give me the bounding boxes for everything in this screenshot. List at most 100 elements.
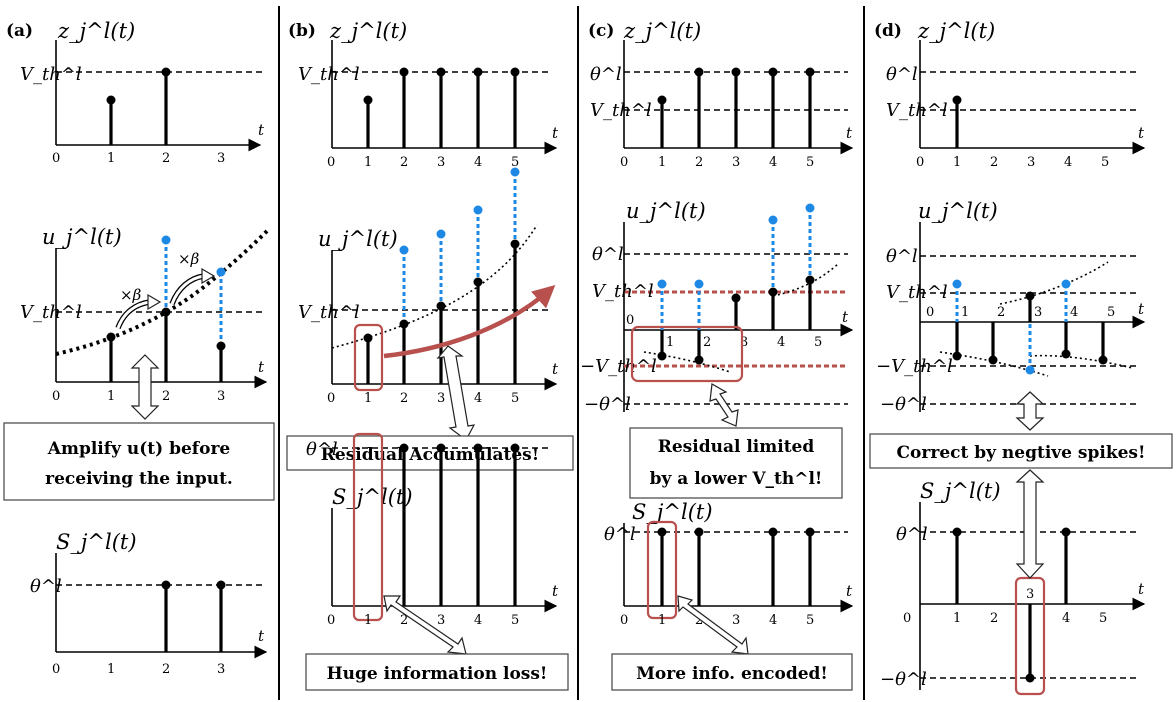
tick: 3 (740, 335, 748, 350)
tick: 3 (437, 391, 445, 406)
tick: 1 (364, 155, 372, 170)
amplify-curve (55, 228, 270, 356)
panel-b-top-ylabel: z_j^l(t) (329, 19, 407, 43)
highlight-box (353, 323, 384, 392)
residual-point (161, 235, 171, 245)
tick: 0 (620, 613, 628, 628)
tick: 4 (1062, 611, 1070, 626)
panel-b-bot-plot: S_j^l(t) t θ^l 0 1 2 3 4 5 (306, 432, 559, 655)
tick: 1 (953, 611, 961, 626)
panel-c-note1: Residual limited by a lower V_th^l! (629, 427, 843, 499)
tick: 3 (1026, 587, 1034, 602)
note-c-2: More info. encoded! (636, 664, 828, 684)
tick: 2 (400, 613, 408, 628)
residual-arrow (383, 285, 556, 359)
tick: 3 (217, 389, 225, 404)
panel-c-mid-theta: θ^l (592, 244, 624, 265)
panel-a-note: Amplify u(t) before receiving the input. (3, 422, 275, 501)
note-b-1: Residual Accumulates! (321, 445, 539, 465)
panel-c-bot-theta: θ^l (604, 524, 636, 545)
panel-c: (c) z_j^l(t) t θ^l V_th^l 0 1 2 3 4 5 u_… (580, 19, 854, 691)
tick: 1 (107, 389, 115, 404)
tick: 2 (400, 155, 408, 170)
tick: 1 (364, 391, 372, 406)
tick: 5 (511, 391, 519, 406)
double-arrow-icon (1015, 469, 1045, 579)
tick: 1 (107, 662, 115, 677)
beta-label: ×β (120, 286, 142, 304)
tick: 0 (327, 613, 335, 628)
u-point (161, 307, 171, 317)
tick: 4 (474, 155, 482, 170)
note-c-line1: Residual limited (658, 437, 815, 457)
panel-c-bot-plot: S_j^l(t) t θ^l 0 1 2 3 4 5 (604, 500, 854, 655)
tick: 5 (806, 613, 814, 628)
tick: 0 (327, 391, 335, 406)
panel-d-mid-vth: V_th^l (886, 282, 948, 303)
spike-a-top-1 (106, 95, 116, 105)
panel-b-label: (b) (288, 21, 316, 41)
note-a-line2: receiving the input. (45, 469, 233, 489)
panel-b-mid-vth: V_th^l (298, 302, 360, 323)
tick: 3 (437, 155, 445, 170)
tick: 5 (806, 155, 814, 170)
beta-arrow-icon (201, 267, 216, 285)
panel-d-top-t: t (1138, 124, 1145, 142)
tick: 3 (732, 155, 740, 170)
panel-b: (b) z_j^l(t) t V_th^l 0 1 2 3 4 5 u_j^l(… (286, 19, 574, 691)
tick: 3 (732, 613, 740, 628)
panel-b-bot-theta: θ^l (306, 439, 338, 460)
tick: 5 (1107, 305, 1115, 320)
double-arrow-icon (130, 354, 160, 420)
tick: 2 (695, 613, 703, 628)
note-c-line2: by a lower V_th^l! (650, 469, 823, 489)
panel-a-label: (a) (6, 21, 33, 41)
panel-b-mid-ylabel: u_j^l(t) (318, 227, 398, 251)
double-arrow-icon (709, 383, 739, 427)
panel-c-top-ylabel: z_j^l(t) (623, 19, 701, 43)
panel-d: (d) z_j^l(t) t θ^l V_th^l 0 1 2 3 4 5 u_… (869, 19, 1173, 696)
arrow-icon (383, 595, 467, 655)
panel-d-mid-ylabel: u_j^l(t) (918, 199, 998, 223)
panel-d-bot-theta: θ^l (896, 524, 928, 545)
tick: 3 (437, 613, 445, 628)
panel-c-mid-vth: V_th^l (592, 281, 654, 302)
tick: 2 (703, 335, 711, 350)
tick: 0 (903, 611, 911, 626)
panel-d-bot-plot: S_j^l(t) t θ^l −θ^l 0 1 2 3 4 5 (880, 469, 1146, 696)
tick: 1 (961, 305, 969, 320)
panel-c-mid-neg-vth: −V_th^l (580, 356, 657, 377)
panel-d-bot-ylabel: S_j^l(t) (920, 479, 1001, 503)
panel-d-mid-t: t (1138, 300, 1145, 318)
tick: 0 (626, 313, 634, 328)
beta-label: ×β (178, 250, 200, 268)
panel-c-mid-t: t (842, 308, 849, 326)
panel-a-mid-vth: V_th^l (20, 302, 82, 323)
panel-c-top-vth: V_th^l (590, 100, 652, 121)
note-b-2: Huge information loss! (327, 664, 548, 684)
panel-a: (a) z_j^l(t) t V_th^l 0 1 2 3 u_j^l(t) t… (3, 19, 275, 677)
panel-c-mid-ylabel: u_j^l(t) (626, 199, 706, 223)
panel-a-top-t: t (258, 121, 265, 139)
tick: 5 (814, 335, 822, 350)
panel-b-note1: Residual Accumulates! (286, 435, 574, 471)
panel-d-top-theta: θ^l (886, 64, 918, 85)
panel-a-bot-theta: θ^l (30, 576, 62, 597)
tick: 2 (997, 305, 1005, 320)
tick: 3 (1034, 305, 1042, 320)
panel-b-mid-plot: u_j^l(t) t V_th^l 0 1 2 3 4 5 (298, 167, 559, 441)
panel-b-top-plot: z_j^l(t) t V_th^l 0 1 2 3 4 5 (298, 19, 559, 170)
panel-a-mid-t: t (258, 358, 265, 376)
tick: 0 (52, 662, 60, 677)
tick: 0 (916, 155, 924, 170)
panel-b-mid-t: t (552, 360, 559, 378)
panel-b-top-vth: V_th^l (298, 64, 360, 85)
panel-c-top-theta: θ^l (590, 64, 622, 85)
tick: 4 (777, 335, 785, 350)
tick: 5 (1101, 155, 1109, 170)
panel-d-top-vth: V_th^l (886, 100, 948, 121)
tick: 2 (990, 155, 998, 170)
tick: 2 (162, 389, 170, 404)
panel-a-top-plot: z_j^l(t) t V_th^l 0 1 2 3 (20, 19, 265, 166)
panel-d-bot-t: t (1138, 580, 1145, 598)
